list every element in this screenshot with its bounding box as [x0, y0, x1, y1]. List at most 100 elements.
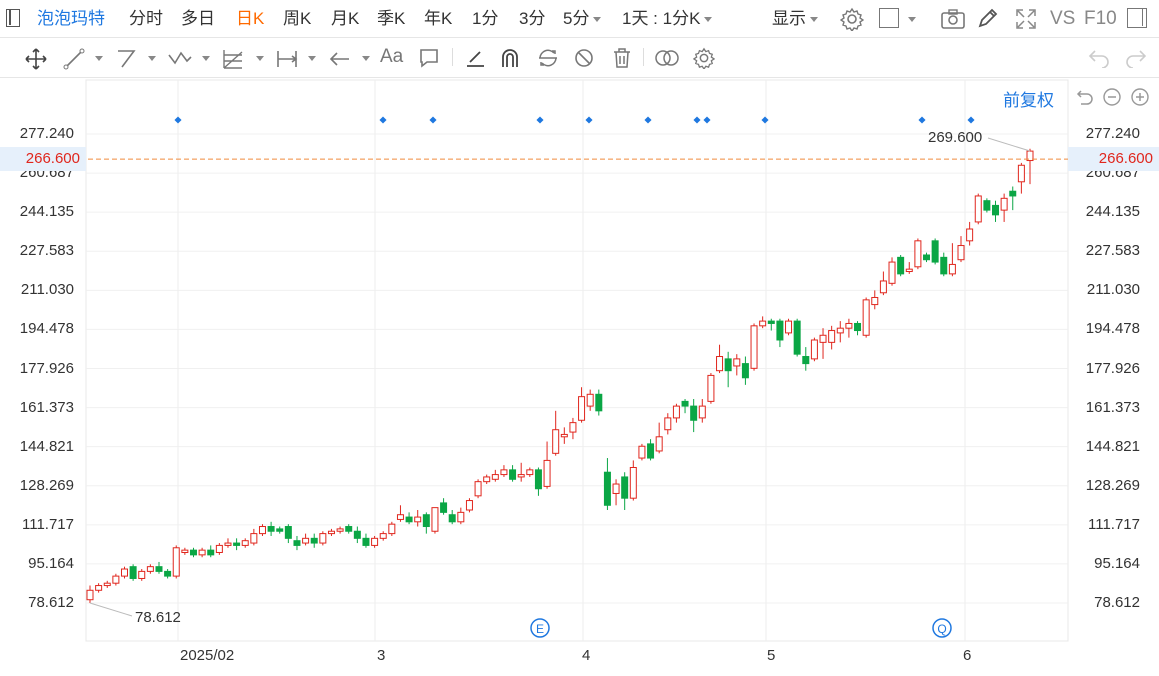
zoom-in-icon[interactable] [1130, 87, 1150, 107]
candle-body [362, 537, 370, 546]
high-leader-line [987, 137, 1031, 152]
candle-body [276, 528, 284, 532]
event-circle [530, 618, 550, 638]
sync-icon[interactable] [536, 47, 560, 69]
candle-body [258, 526, 266, 535]
camera-icon[interactable] [940, 8, 966, 30]
settings-icon[interactable] [840, 7, 864, 31]
candle-body [448, 514, 456, 523]
redo-icon[interactable] [1124, 48, 1148, 68]
candle-body [793, 320, 801, 355]
candle-body [569, 422, 577, 433]
panel-toggle-icon[interactable] [1127, 8, 1147, 28]
y-axis-label-left: 78.612 [28, 594, 74, 611]
candle-body [983, 200, 991, 211]
low-price-label: 78.612 [135, 609, 181, 626]
period-tab[interactable]: 3分 [519, 9, 546, 28]
period-tab[interactable]: 分时 [129, 9, 163, 28]
fullscreen-icon[interactable] [1014, 7, 1038, 31]
hide-icon[interactable] [573, 47, 595, 69]
y-axis-label-left: 194.478 [19, 320, 74, 338]
candle-body [310, 537, 318, 544]
candle-body [336, 528, 344, 532]
candle-body [345, 526, 353, 532]
chevron-down-icon[interactable] [908, 17, 916, 22]
candle-body [86, 589, 94, 601]
display-dropdown[interactable]: 显示 [772, 0, 818, 38]
line-tool-icon[interactable] [62, 47, 86, 71]
candle-body [181, 549, 189, 553]
comment-tool-icon[interactable] [418, 47, 440, 69]
period-extra-dropdown[interactable]: 1天 : 1分K [622, 0, 713, 38]
candle-body [164, 570, 172, 577]
period-tab[interactable]: 日K [236, 9, 265, 28]
zoom-out-icon[interactable] [1102, 87, 1122, 107]
candle-body [672, 405, 680, 419]
period-tab[interactable]: 多日 [181, 9, 215, 28]
chevron-down-icon[interactable] [308, 56, 316, 61]
event-marker [967, 116, 975, 124]
undo-icon[interactable] [1087, 48, 1111, 68]
reset-icon[interactable] [1075, 87, 1095, 107]
chevron-down-icon[interactable] [256, 56, 264, 61]
candle-body [129, 566, 137, 579]
candle-body [517, 474, 525, 478]
polyline-tool-icon[interactable] [115, 47, 139, 71]
candle-body [957, 245, 965, 261]
arrow-tool-icon[interactable] [328, 47, 352, 71]
candle-body [698, 405, 706, 419]
chevron-down-icon[interactable] [148, 56, 156, 61]
candle-body [854, 322, 862, 332]
period-extra-label: 1天 : 1分K [622, 9, 701, 28]
sidebar-toggle-icon[interactable] [6, 9, 20, 27]
gear-icon[interactable] [693, 47, 715, 69]
y-axis-label-left: 227.583 [19, 242, 74, 260]
candle-body [603, 471, 611, 506]
period-tab[interactable]: 年K [424, 9, 453, 28]
compare-icon[interactable] [654, 48, 680, 68]
candle-body [888, 261, 896, 284]
measure-tool-icon[interactable] [275, 47, 299, 71]
move-icon[interactable] [24, 47, 48, 71]
candle-body [966, 228, 974, 242]
text-tool-icon[interactable]: Aa [380, 46, 404, 67]
y-axis-label-right: 78.612 [1094, 594, 1140, 611]
period-tab[interactable]: 季K [377, 9, 406, 28]
chevron-down-icon [593, 17, 602, 23]
pen-icon[interactable] [977, 7, 999, 29]
candle-body [707, 374, 715, 402]
period-tab[interactable]: 5分 [563, 0, 602, 38]
y-axis-label-left: 177.926 [19, 359, 74, 377]
period-tab[interactable]: 周K [283, 9, 312, 28]
candle-body [552, 429, 560, 454]
candle-body [1009, 190, 1017, 197]
f10-button[interactable]: F10 [1084, 8, 1117, 29]
chevron-down-icon[interactable] [95, 56, 103, 61]
y-axis-label-right: 211.030 [1086, 281, 1140, 299]
candle-body [319, 533, 327, 544]
eraser-line-icon[interactable] [464, 47, 486, 69]
period-tab[interactable]: 月K [331, 9, 360, 28]
chevron-down-icon[interactable] [202, 56, 210, 61]
y-axis-label-right: 177.926 [1085, 359, 1140, 377]
candle-body [940, 256, 948, 275]
trash-icon[interactable] [612, 47, 632, 69]
candle-body [138, 570, 146, 579]
candle-body [595, 393, 603, 412]
event-marker [174, 116, 182, 124]
wave-tool-icon[interactable] [167, 47, 193, 71]
period-tab[interactable]: 1分 [472, 9, 499, 28]
magnet-icon[interactable] [499, 47, 521, 69]
checkbox-toggle[interactable] [879, 8, 899, 28]
vs-button[interactable]: VS [1050, 8, 1076, 29]
candle-body [638, 445, 646, 459]
drawing-toolbar: Aa [0, 38, 1159, 78]
fib-tool-icon[interactable] [221, 47, 245, 71]
toolbar-divider [643, 48, 644, 66]
chevron-down-icon[interactable] [362, 56, 370, 61]
adjust-mode-button[interactable]: 前复权 [1003, 91, 1054, 110]
current-price-tag: 266.600 [1068, 147, 1159, 172]
candle-body [250, 533, 258, 544]
stock-title[interactable]: 泡泡玛特 [37, 9, 105, 28]
